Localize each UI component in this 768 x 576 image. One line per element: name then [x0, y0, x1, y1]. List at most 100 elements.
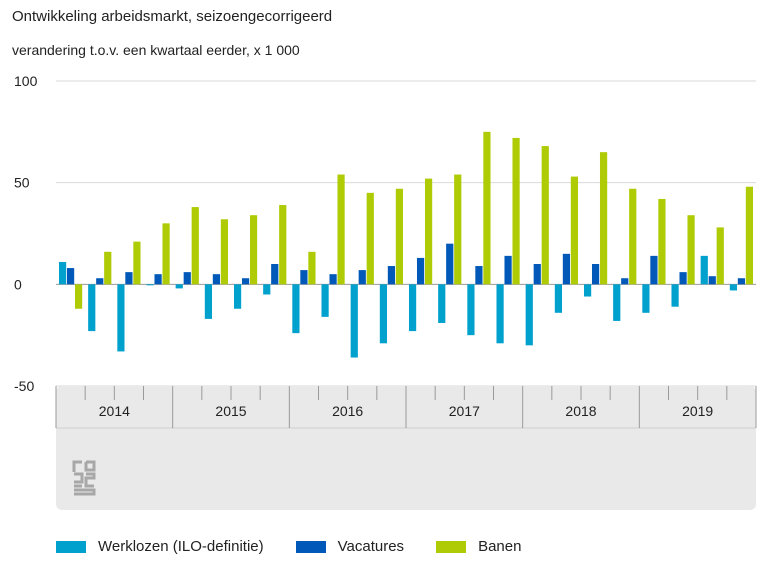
bar [66, 268, 75, 285]
bar [438, 284, 446, 323]
bar-chart: -50 0 50 100 2014 2015 2016 2017 2018 2019 [14, 73, 757, 510]
bar [133, 241, 141, 285]
bar [329, 274, 337, 285]
bar [483, 131, 491, 285]
bar [671, 284, 679, 307]
bar [687, 215, 695, 285]
bar [191, 207, 199, 285]
x-axis-panel [56, 386, 756, 510]
cbs-logo-stroke [84, 472, 96, 488]
bar [300, 270, 308, 285]
bar [125, 272, 133, 285]
bar [708, 276, 716, 285]
bar [554, 284, 563, 313]
bar [475, 266, 483, 285]
bar [96, 278, 104, 285]
bar [408, 284, 417, 332]
y-tick-label: 50 [14, 175, 30, 191]
bar [729, 284, 738, 291]
bar [58, 261, 67, 285]
cbs-logo-stroke [72, 460, 82, 472]
legend-item-werklozen: Werklozen (ILO-definitie) [56, 538, 264, 555]
bar [162, 223, 170, 285]
bar [621, 278, 629, 285]
bar [74, 284, 83, 309]
bar [599, 152, 608, 285]
x-tick-label-year: 2016 [332, 403, 363, 419]
bar [716, 227, 724, 285]
bar [88, 284, 96, 332]
bar [183, 272, 191, 285]
bar [583, 284, 592, 297]
bar [570, 176, 579, 285]
bar [220, 219, 229, 285]
chart-legend: Werklozen (ILO-definitie) Vacatures Bane… [56, 538, 553, 555]
chart-subtitle: verandering t.o.v. een kwartaal eerder, … [12, 42, 300, 58]
y-tick-label: -50 [14, 378, 34, 394]
bar [104, 251, 112, 285]
cbs-logo-stroke [74, 488, 96, 496]
legend-label-werklozen: Werklozen (ILO-definitie) [98, 538, 264, 555]
x-tick-label-year: 2014 [99, 403, 130, 419]
legend-label-vacatures: Vacatures [337, 538, 405, 555]
bar [350, 284, 358, 358]
legend-swatch-vacatures [295, 540, 326, 553]
x-tick-label-year: 2019 [682, 403, 713, 419]
x-tick-label-year: 2015 [215, 403, 246, 419]
x-tick-label-year: 2017 [449, 403, 480, 419]
bar [679, 272, 687, 285]
bar [525, 284, 533, 346]
bar [446, 243, 454, 285]
x-tick-label-year: 2018 [565, 403, 596, 419]
bar [366, 192, 374, 285]
bar [629, 188, 637, 285]
bar [658, 198, 666, 285]
legend-item-vacatures: Vacatures [295, 538, 405, 555]
bar [321, 284, 329, 317]
bar [650, 255, 658, 285]
bar [613, 284, 621, 321]
bar [292, 284, 300, 334]
bar [454, 174, 462, 285]
legend-swatch-werklozen [56, 540, 86, 553]
bar [387, 266, 396, 285]
bar [117, 284, 125, 352]
bar [146, 284, 154, 286]
bar [337, 174, 345, 285]
bar [308, 251, 316, 285]
bar [424, 178, 433, 285]
bar [271, 264, 279, 285]
bar [358, 270, 366, 285]
bar [512, 137, 520, 285]
bar [533, 264, 541, 285]
bar [204, 284, 213, 319]
bar [591, 264, 600, 285]
bar [154, 274, 162, 285]
bar [249, 215, 258, 285]
bar [416, 257, 425, 285]
bar [642, 284, 650, 313]
bar [467, 284, 475, 336]
legend-swatch-banen [436, 540, 467, 553]
bar [745, 186, 754, 285]
legend-item-banen: Banen [436, 538, 521, 555]
bar [212, 274, 221, 285]
y-tick-label: 0 [14, 276, 22, 292]
bar [496, 284, 504, 344]
bar [175, 284, 183, 289]
bar [562, 253, 571, 285]
cbs-logo-icon [72, 460, 96, 496]
bar [233, 284, 242, 309]
cbs-logo-stroke [74, 472, 84, 484]
bar [541, 146, 549, 285]
legend-label-banen: Banen [478, 538, 522, 555]
cbs-logo-stroke [84, 460, 96, 472]
bar [263, 284, 271, 295]
bar [241, 278, 250, 285]
bar [279, 205, 287, 285]
bar [737, 278, 746, 285]
bar [395, 188, 404, 285]
chart-title: Ontwikkeling arbeidsmarkt, seizoengecorr… [12, 8, 333, 25]
bar [700, 255, 708, 285]
bar [504, 255, 512, 285]
